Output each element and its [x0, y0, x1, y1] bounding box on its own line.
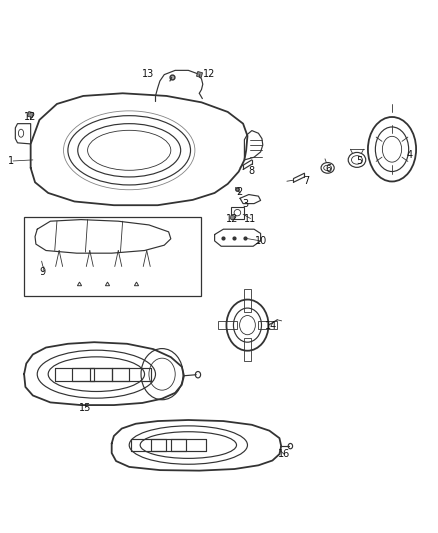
- Text: 1: 1: [8, 156, 14, 166]
- Text: 12: 12: [203, 69, 215, 78]
- Bar: [244, 289, 251, 312]
- Text: 12: 12: [24, 112, 36, 122]
- Text: 13: 13: [142, 69, 154, 78]
- Text: 8: 8: [249, 166, 255, 175]
- Text: 7: 7: [304, 176, 310, 186]
- Text: 12: 12: [226, 214, 238, 223]
- Bar: [231, 207, 244, 219]
- Text: 11: 11: [244, 214, 257, 223]
- Text: 10: 10: [254, 236, 267, 246]
- Text: 6: 6: [325, 165, 332, 174]
- Bar: [218, 321, 237, 329]
- Text: 16: 16: [278, 449, 290, 459]
- Bar: [244, 338, 251, 361]
- Text: 3: 3: [242, 199, 248, 208]
- Text: 5: 5: [356, 156, 362, 166]
- Text: 14: 14: [265, 321, 278, 331]
- Bar: [24, 217, 201, 296]
- Bar: [258, 321, 277, 329]
- Text: 2: 2: [237, 187, 243, 197]
- Text: 15: 15: [79, 403, 92, 413]
- Text: 9: 9: [40, 267, 46, 277]
- Text: 4: 4: [406, 150, 413, 159]
